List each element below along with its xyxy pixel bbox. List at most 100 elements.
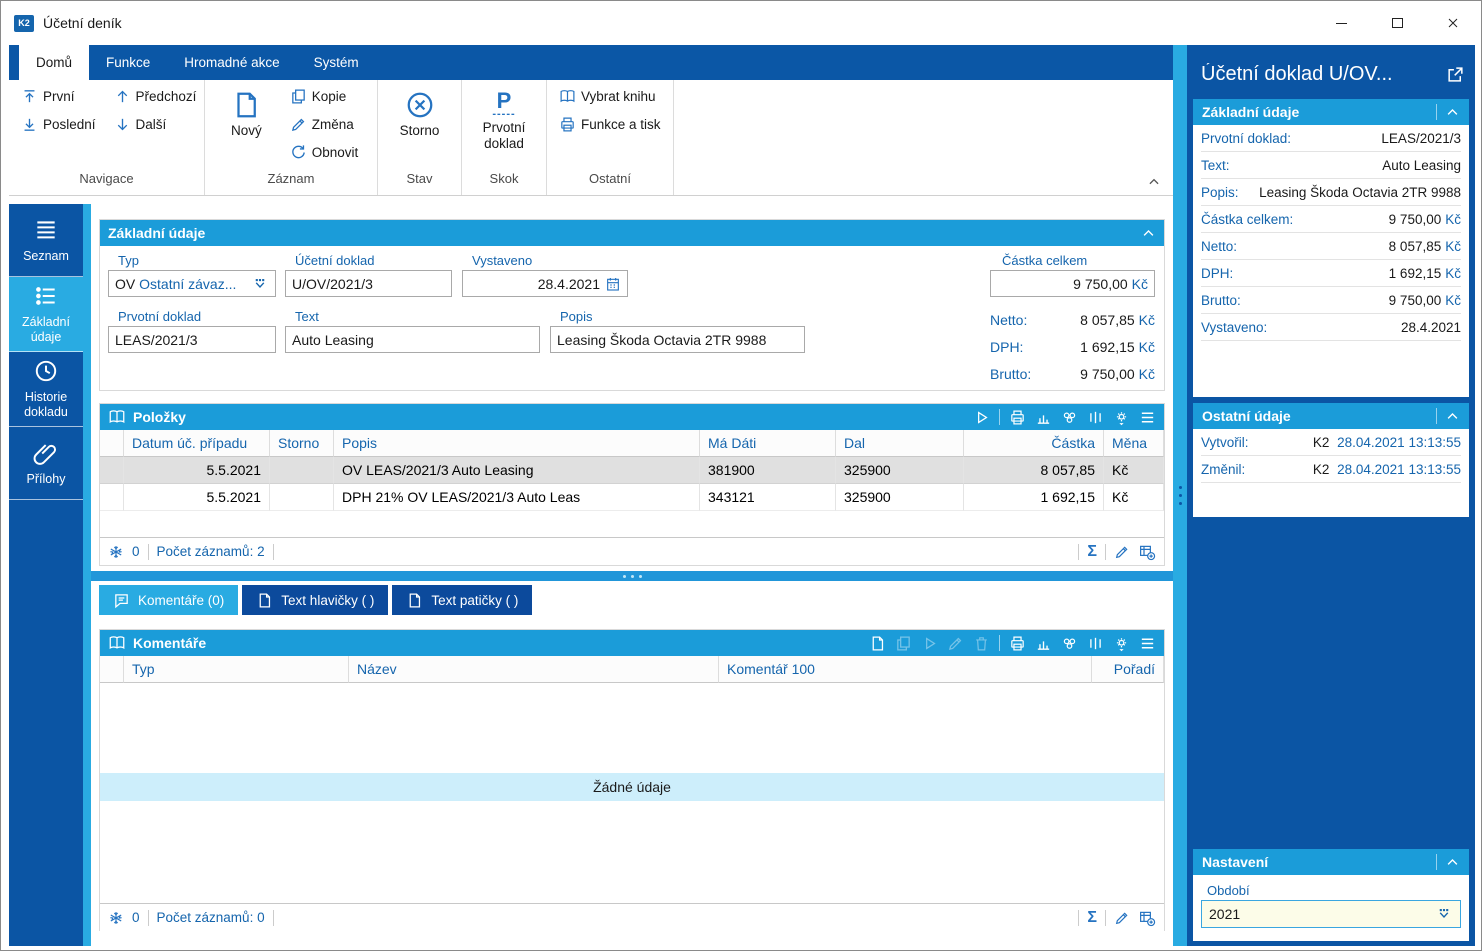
copy-button[interactable]: Kopie xyxy=(286,86,363,107)
frozen-records-icon[interactable] xyxy=(108,910,124,926)
last-button[interactable]: Poslední xyxy=(17,114,100,135)
typ-combo[interactable]: OV Ostatní závaz... xyxy=(108,270,276,297)
items-row-0[interactable]: 5.5.2021 OV LEAS/2021/3 Auto Leasing 381… xyxy=(100,457,1164,484)
prvotni-doklad-field[interactable]: LEAS/2021/3 xyxy=(108,326,276,353)
functions-print-button[interactable]: Funkce a tisk xyxy=(555,114,665,135)
edit-icon[interactable] xyxy=(1114,910,1130,926)
settings-gear-icon[interactable] xyxy=(1113,409,1130,426)
changed-timestamp[interactable]: 28.04.2021 13:13:55 xyxy=(1337,461,1461,477)
tab-text-hlavicky[interactable]: Text hlavičky ( ) xyxy=(242,585,389,615)
record-count: Počet záznamů: 0 xyxy=(156,910,265,925)
items-row-1[interactable]: 5.5.2021 DPH 21% OV LEAS/2021/3 Auto Lea… xyxy=(100,484,1164,511)
collapse-card-icon[interactable] xyxy=(1445,855,1460,870)
sum-icon[interactable]: Σ xyxy=(1087,908,1097,926)
paperclip-icon xyxy=(33,440,59,466)
collapse-panel-icon[interactable] xyxy=(1141,226,1156,241)
columns-icon[interactable] xyxy=(1087,409,1104,426)
chart-icon[interactable] xyxy=(1035,409,1052,426)
col-castka[interactable]: Částka xyxy=(964,430,1104,457)
sum-icon[interactable]: Σ xyxy=(1087,542,1097,560)
app-logo-icon: K2 xyxy=(14,14,34,32)
collapse-card-icon[interactable] xyxy=(1445,409,1460,424)
comments-panel-title: Komentáře xyxy=(133,635,207,651)
delete-record-icon[interactable] xyxy=(973,635,990,652)
col-nazev[interactable]: Název xyxy=(349,656,719,683)
info-row: Netto: 8 057,85 Kč xyxy=(1201,233,1461,260)
vystaveno-field[interactable]: 28.4.2021 xyxy=(462,270,628,297)
copy-table-icon[interactable] xyxy=(1138,909,1156,927)
menu-icon[interactable] xyxy=(1139,635,1156,652)
open-external-icon[interactable] xyxy=(1446,65,1465,84)
close-button[interactable] xyxy=(1425,1,1481,45)
popis-value: Leasing Škoda Octavia 2TR 9988 xyxy=(557,331,767,348)
next-button[interactable]: Další xyxy=(110,114,201,135)
sidebar-item-zakladni-udaje[interactable]: Základní údaje xyxy=(9,277,83,352)
created-timestamp[interactable]: 28.04.2021 13:13:55 xyxy=(1337,434,1461,450)
settings-gear-icon[interactable] xyxy=(1113,635,1130,652)
first-button[interactable]: První xyxy=(17,86,100,107)
ribbon-tab-bulk-actions[interactable]: Hromadné akce xyxy=(184,55,280,70)
primary-document-button[interactable]: P ----- Prvotní doklad xyxy=(471,86,537,171)
run-icon[interactable] xyxy=(921,635,938,652)
copy-table-icon[interactable] xyxy=(1138,543,1156,561)
col-popis[interactable]: Popis xyxy=(334,430,700,457)
workflow-icon[interactable] xyxy=(1061,635,1078,652)
pick-book-button[interactable]: Vybrat knihu xyxy=(555,86,665,107)
brutto-label: Brutto: xyxy=(990,366,1032,382)
horizontal-splitter[interactable] xyxy=(91,571,1173,581)
col-dal[interactable]: Dal xyxy=(836,430,964,457)
workflow-icon[interactable] xyxy=(1061,409,1078,426)
right-other-card: Ostatní údaje Vytvořil: K2 28.04.2021 13… xyxy=(1193,403,1469,517)
obdobi-combo[interactable]: 2021 xyxy=(1201,900,1461,928)
col-storno[interactable]: Storno xyxy=(270,430,334,457)
collapse-card-icon[interactable] xyxy=(1445,105,1460,120)
chart-icon[interactable] xyxy=(1035,635,1052,652)
print-icon[interactable] xyxy=(1009,409,1026,426)
close-icon xyxy=(1447,17,1459,29)
calendar-icon[interactable] xyxy=(605,276,621,292)
vertical-splitter[interactable] xyxy=(1173,45,1187,946)
col-komentar[interactable]: Komentář 100 xyxy=(719,656,1092,683)
castka-celkem-field[interactable]: 9 750,00 Kč xyxy=(990,270,1155,297)
frozen-records-icon[interactable] xyxy=(108,544,124,560)
sidebar-item-prilohy[interactable]: Přílohy xyxy=(9,427,83,500)
col-madati[interactable]: Má Dáti xyxy=(700,430,836,457)
maximize-button[interactable] xyxy=(1369,1,1425,45)
ucetni-doklad-field[interactable]: U/OV/2021/3 xyxy=(285,270,452,297)
dropdown-icon[interactable] xyxy=(251,277,269,291)
col-mena[interactable]: Měna xyxy=(1104,430,1164,457)
storno-button[interactable]: Storno xyxy=(394,86,446,171)
col-datum[interactable]: Datum úč. případu xyxy=(124,430,270,457)
sidebar-item-historie-dokladu[interactable]: Historie dokladu xyxy=(9,352,83,427)
edit-record-icon[interactable] xyxy=(947,635,964,652)
copy-record-icon[interactable] xyxy=(895,635,912,652)
typ-label: Typ xyxy=(118,253,139,268)
ribbon-tab-functions[interactable]: Funkce xyxy=(106,55,151,70)
sidebar-item-seznam[interactable]: Seznam xyxy=(9,204,83,277)
print-icon[interactable] xyxy=(1009,635,1026,652)
columns-icon[interactable] xyxy=(1087,635,1104,652)
minimize-button[interactable] xyxy=(1313,1,1369,45)
col-typ[interactable]: Typ xyxy=(124,656,349,683)
edit-icon[interactable] xyxy=(1114,544,1130,560)
arrow-up-icon xyxy=(114,88,131,105)
text-field[interactable]: Auto Leasing xyxy=(285,326,540,353)
menu-icon[interactable] xyxy=(1139,409,1156,426)
dropdown-icon[interactable] xyxy=(1435,907,1453,921)
tab-komentare[interactable]: Komentáře (0) xyxy=(99,585,239,615)
new-record-icon[interactable] xyxy=(869,635,886,652)
refresh-button[interactable]: Obnovit xyxy=(286,142,363,163)
collapse-ribbon-button[interactable] xyxy=(1147,175,1161,189)
col-poradi[interactable]: Pořadí xyxy=(1092,656,1164,683)
change-button[interactable]: Změna xyxy=(286,114,363,135)
ribbon-tab-home[interactable]: Domů xyxy=(19,45,90,80)
ribbon-tabstrip: Domů Funkce Hromadné akce Systém xyxy=(9,45,1173,80)
ribbon-tab-system[interactable]: Systém xyxy=(313,55,359,70)
popis-field[interactable]: Leasing Škoda Octavia 2TR 9988 xyxy=(550,326,805,353)
group-label-ostatni: Ostatní xyxy=(589,171,631,186)
new-button[interactable]: Nový xyxy=(225,86,268,171)
previous-button[interactable]: Předchozí xyxy=(110,86,201,107)
tab-text-paticky[interactable]: Text patičky ( ) xyxy=(392,585,533,615)
run-icon[interactable] xyxy=(973,409,990,426)
basic-panel-body: Typ OV Ostatní závaz... Účetní doklad U/… xyxy=(100,246,1164,391)
